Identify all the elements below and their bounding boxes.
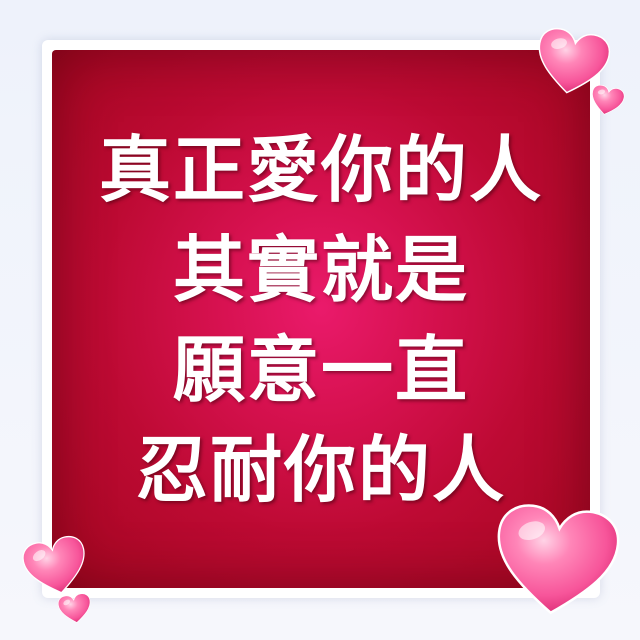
- quote-line-3: 願意一直: [172, 328, 469, 412]
- heart-icon: [486, 500, 625, 625]
- quote-text: 真正愛你的人 其實就是 願意一直 忍耐你的人: [52, 120, 590, 520]
- quote-line-4: 忍耐你的人: [135, 428, 506, 512]
- quote-line-1: 真正愛你的人: [98, 128, 543, 212]
- red-panel: [52, 50, 590, 588]
- heart-icon: [56, 592, 94, 626]
- quote-line-2: 其實就是: [172, 228, 469, 312]
